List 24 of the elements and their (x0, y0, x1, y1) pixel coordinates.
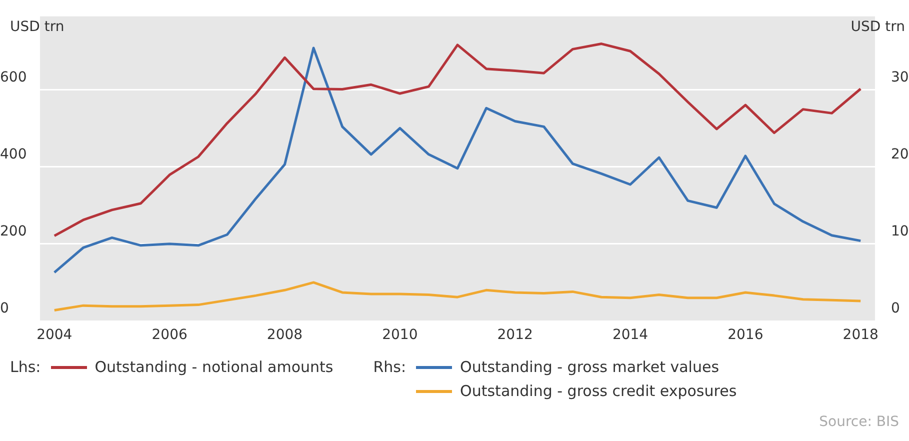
legend-label: Outstanding - gross credit exposures (460, 382, 737, 400)
x-tick-label: 2006 (152, 327, 188, 344)
x-tick-label: 2008 (266, 327, 303, 344)
text: Lhs: (10, 358, 41, 378)
y2-axis-title: USD trn (850, 19, 905, 36)
y2-tick-label: 10 (891, 224, 909, 240)
x-tick-label: 2014 (612, 327, 648, 344)
x-tick-label: 2018 (842, 327, 878, 344)
y-tick-label: 200 (0, 224, 27, 240)
y-axis-title: USD trn (10, 19, 64, 36)
x-tick-label: 2010 (382, 327, 418, 344)
y-tick-label: 0 (0, 300, 9, 317)
x-tick-label: 2004 (36, 327, 72, 344)
y2-tick-label: 0 (891, 300, 900, 317)
source-note: Source: BIS (819, 414, 899, 430)
legend-label: Outstanding - notional amounts (94, 358, 334, 376)
y2-tick-label: 20 (891, 146, 909, 162)
x-tick-label: 2016 (728, 327, 764, 344)
y-tick-label: 400 (0, 146, 27, 162)
x-tick-label: 2012 (497, 327, 533, 344)
legend-label: Outstanding - gross market values (460, 358, 720, 376)
y-tick-label: 600 (0, 69, 27, 86)
y2-tick-label: 30 (891, 69, 909, 86)
text: Rhs: (373, 358, 406, 378)
